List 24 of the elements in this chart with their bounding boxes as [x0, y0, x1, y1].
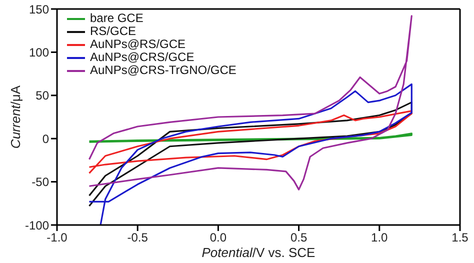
y-tick-label: -50 [32, 175, 50, 190]
y-tick-label: 150 [28, 2, 50, 16]
x-tick-label: 1.5 [452, 230, 469, 245]
x-tick-label: -1.0 [46, 230, 68, 245]
x-tick-label: 0.5 [290, 230, 308, 245]
legend-label: AuNPs@RS/GCE [90, 37, 186, 51]
line-series [88, 15, 412, 190]
x-tick-label: -0.5 [127, 230, 148, 245]
x-axis-title: Potential/V vs. SCE [202, 245, 316, 260]
line-series [88, 110, 412, 174]
legend-label: RS/GCE [90, 24, 136, 38]
y-tick-label: 100 [28, 45, 50, 60]
line-series [88, 83, 412, 225]
legend-label: AuNPs@CRS/GCE [90, 50, 194, 64]
line-series [88, 132, 412, 143]
legend-label: bare GCE [90, 11, 144, 25]
legend-label: AuNPs@CRS-TrGNO/GCE [90, 63, 236, 77]
line-series [88, 102, 412, 207]
x-tick-label: 0.0 [210, 230, 227, 245]
y-tick-label: 0 [42, 132, 50, 146]
x-tick-label: 1.0 [371, 230, 388, 245]
y-axis-title: Current/μA [8, 85, 23, 149]
y-tick-label: -100 [24, 218, 50, 232]
y-tick-label: 50 [36, 88, 50, 103]
